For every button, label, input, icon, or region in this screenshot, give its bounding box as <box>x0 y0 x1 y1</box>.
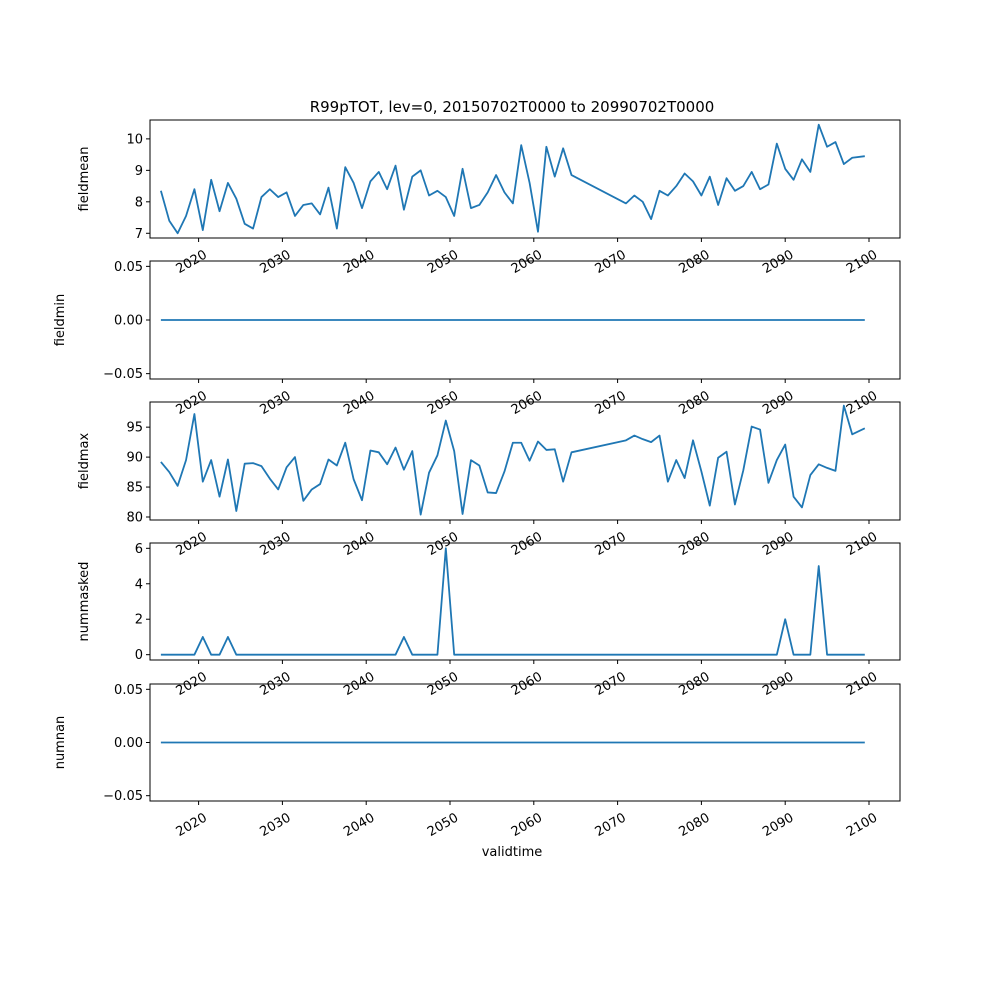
axes-frame-fieldmean <box>149 119 901 239</box>
y-axis-label: fieldmax <box>77 433 92 490</box>
y-axis-label: nummasked <box>77 562 92 642</box>
y-tick-label: 90 <box>126 451 143 466</box>
chart-title: R99pTOT, lev=0, 20150702T0000 to 2099070… <box>310 98 715 116</box>
y-tick-label: 0.00 <box>114 736 143 751</box>
series-line-nummasked <box>160 547 865 656</box>
axes-frame-nummasked <box>149 542 901 661</box>
y-tick-label: 0 <box>135 648 143 663</box>
y-tick-label: 10 <box>126 132 143 147</box>
y-tick-label: 0.05 <box>114 683 143 698</box>
y-tick-label: 95 <box>126 421 143 436</box>
y-tick-label: 7 <box>135 227 143 242</box>
y-axis-label: fieldmean <box>77 147 92 212</box>
series-line-fieldmean <box>160 123 865 235</box>
y-tick-label: 80 <box>126 511 143 526</box>
y-tick-label: 0.05 <box>114 260 143 275</box>
y-axis-label: fieldmin <box>53 294 68 347</box>
y-tick-label: 9 <box>135 164 143 179</box>
y-tick-label: 85 <box>126 481 143 496</box>
axes-frame-fieldmax <box>149 401 901 521</box>
y-tick-label: 0.00 <box>114 314 143 329</box>
y-tick-label: −0.05 <box>103 789 143 804</box>
y-tick-label: 4 <box>135 577 143 592</box>
y-tick-label: 6 <box>135 542 143 557</box>
x-axis-label: validtime <box>482 845 543 860</box>
y-tick-label: −0.05 <box>103 367 143 382</box>
y-tick-label: 2 <box>135 613 143 628</box>
y-tick-label: 8 <box>135 195 143 210</box>
y-axis-label: numnan <box>53 716 68 770</box>
series-line-fieldmax <box>160 404 866 516</box>
